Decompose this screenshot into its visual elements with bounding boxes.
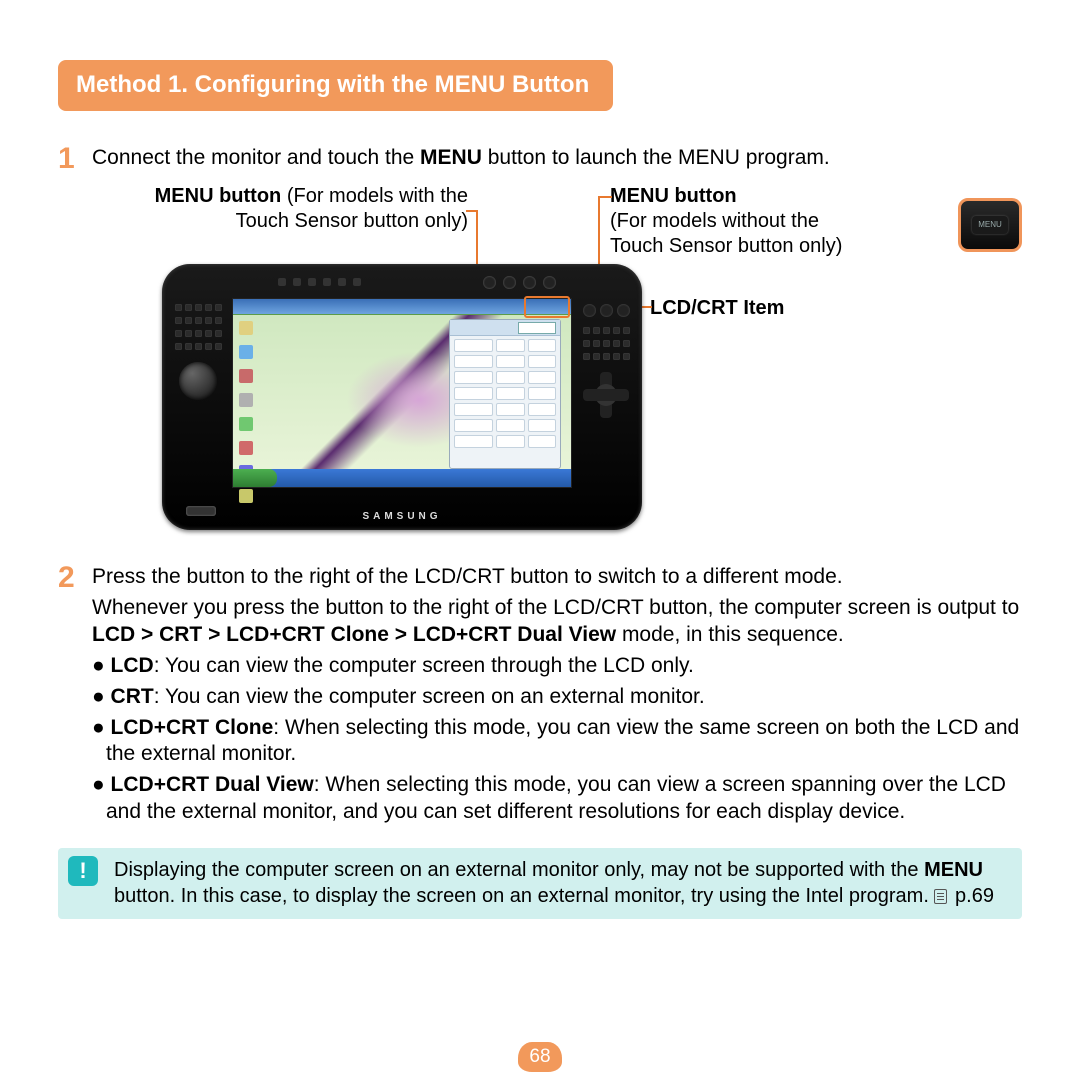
step-number: 2 bbox=[58, 562, 92, 594]
callout-line bbox=[466, 210, 478, 212]
desktop-icon bbox=[239, 345, 253, 359]
desktop-icon bbox=[239, 369, 253, 383]
joystick bbox=[179, 362, 217, 400]
desktop-icon bbox=[239, 441, 253, 455]
bullet-text: : You can view the computer screen throu… bbox=[154, 654, 694, 677]
step-2-line1: Press the button to the right of the LCD… bbox=[92, 564, 1022, 591]
bullet-bold: LCD bbox=[111, 654, 154, 677]
step-1-text: Connect the monitor and touch the MENU b… bbox=[92, 143, 1022, 172]
method-header: Method 1. Configuring with the MENU Butt… bbox=[58, 60, 613, 111]
step-2: 2 Press the button to the right of the L… bbox=[58, 562, 1022, 830]
desktop-icon bbox=[239, 417, 253, 431]
physical-menu-button: MENU bbox=[958, 198, 1022, 252]
dpad-enter: Enter bbox=[595, 384, 617, 406]
callout-line bbox=[598, 196, 612, 198]
mode-bullet: LCD: You can view the computer screen th… bbox=[92, 653, 1022, 680]
top-round-buttons bbox=[483, 276, 556, 289]
bullet-text: : You can view the computer screen on an… bbox=[154, 685, 705, 708]
label-text: (For models with the bbox=[281, 185, 468, 207]
lcdcrt-button bbox=[518, 322, 556, 334]
text-bold: LCD > CRT > LCD+CRT Clone > LCD+CRT Dual… bbox=[92, 623, 616, 646]
device-mockup: Enter SAMSUNG bbox=[162, 264, 642, 530]
callout-label-lcdcrt: LCD/CRT Item bbox=[650, 296, 784, 321]
text-bold: MENU bbox=[420, 146, 482, 169]
callout-label-menu-button: MENU button (For models without the Touc… bbox=[610, 184, 950, 259]
diagram: MENU button (For models with the Touch S… bbox=[58, 184, 1028, 544]
note-page-ref: p.69 bbox=[949, 885, 993, 907]
left-keypad bbox=[174, 304, 222, 400]
step-number: 1 bbox=[58, 143, 92, 175]
text: Connect the monitor and touch the bbox=[92, 146, 420, 169]
note-box: ! Displaying the computer screen on an e… bbox=[58, 848, 1022, 919]
mode-bullet: LCD+CRT Dual View: When selecting this m… bbox=[92, 772, 1022, 826]
step-2-body: Press the button to the right of the LCD… bbox=[92, 562, 1022, 830]
step-1: 1 Connect the monitor and touch the MENU… bbox=[58, 143, 1022, 175]
menu-hw-button: MENU bbox=[972, 216, 1008, 234]
label-text: Touch Sensor button only) bbox=[610, 235, 842, 257]
note-text: Displaying the computer screen on an ext… bbox=[114, 859, 924, 881]
brand-label: SAMSUNG bbox=[162, 511, 642, 524]
text: button to launch the MENU program. bbox=[482, 146, 830, 169]
callout-label-touch-sensor: MENU button (For models with the Touch S… bbox=[98, 184, 468, 234]
mode-bullet: CRT: You can view the computer screen on… bbox=[92, 684, 1022, 711]
label-bold: MENU button bbox=[610, 185, 737, 207]
menu-program-popup bbox=[449, 319, 561, 469]
device-screen bbox=[232, 298, 572, 488]
right-keypad: Enter bbox=[582, 304, 630, 418]
bullet-bold: LCD+CRT Clone bbox=[111, 716, 274, 739]
alert-icon: ! bbox=[68, 856, 98, 886]
page-ref-icon bbox=[934, 889, 947, 904]
note-text: button. In this case, to display the scr… bbox=[114, 885, 934, 907]
dpad: Enter bbox=[583, 372, 629, 418]
bullet-bold: CRT bbox=[111, 685, 154, 708]
desktop-icon bbox=[239, 321, 253, 335]
taskbar bbox=[233, 469, 571, 487]
desktop-icon bbox=[239, 489, 253, 503]
mode-bullet: LCD+CRT Clone: When selecting this mode,… bbox=[92, 715, 1022, 769]
lcdcrt-highlight bbox=[524, 296, 570, 318]
step-2-para2: Whenever you press the button to the rig… bbox=[92, 595, 1022, 649]
note-bold: MENU bbox=[924, 859, 983, 881]
text: mode, in this sequence. bbox=[616, 623, 844, 646]
text: Whenever you press the button to the rig… bbox=[92, 596, 1019, 619]
desktop-icon bbox=[239, 393, 253, 407]
page-number-badge: 68 bbox=[518, 1042, 562, 1072]
touch-sensor-row bbox=[278, 278, 361, 286]
mode-bullet-list: LCD: You can view the computer screen th… bbox=[92, 653, 1022, 826]
label-bold: MENU button bbox=[155, 185, 282, 207]
start-button bbox=[233, 469, 277, 487]
label-text: Touch Sensor button only) bbox=[236, 210, 468, 232]
bullet-bold: LCD+CRT Dual View bbox=[111, 773, 314, 796]
label-text: (For models without the bbox=[610, 210, 819, 232]
